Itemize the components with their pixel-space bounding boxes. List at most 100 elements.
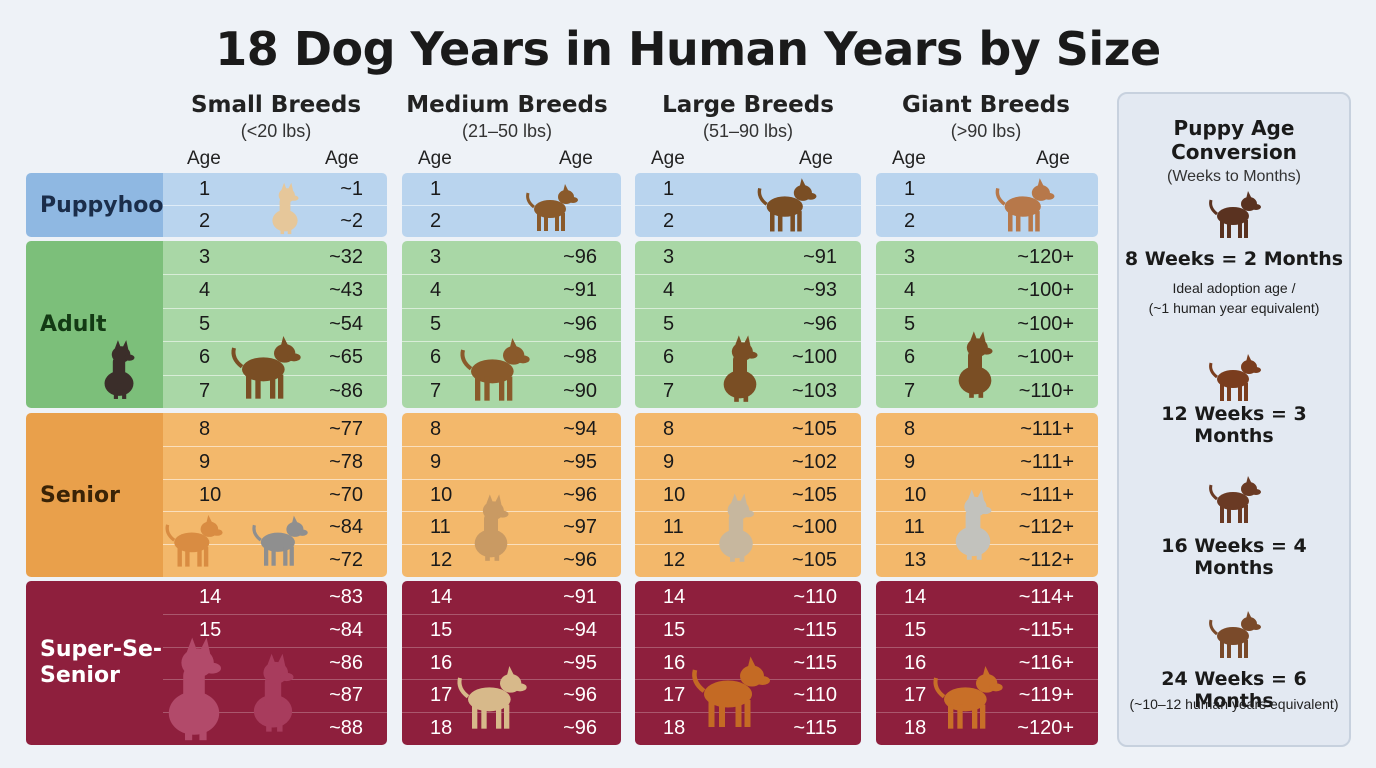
puppy-dog-icon xyxy=(258,180,312,241)
human-age-cell: ~115 xyxy=(793,651,837,674)
human-age-header: Age xyxy=(559,148,593,169)
row-divider xyxy=(635,613,861,615)
dog-age-cell: 12 xyxy=(663,549,686,572)
mastiff-dog-icon xyxy=(990,168,1060,241)
puppy-dog-icon xyxy=(1201,467,1269,532)
human-age-cell: ~90 xyxy=(563,379,597,402)
row-divider xyxy=(876,445,1098,447)
table-row: 15 ~84 xyxy=(163,614,387,647)
human-age-cell: ~95 xyxy=(563,450,597,473)
row-divider xyxy=(876,478,1098,480)
dog-age-cell: 14 xyxy=(904,586,927,608)
page-title: 18 Dog Years in Human Years by Size xyxy=(215,22,1161,76)
row-divider xyxy=(876,274,1098,276)
dog-age-cell: 11 xyxy=(430,516,451,539)
dog-age-cell: 3 xyxy=(199,246,211,268)
table-row: 5 ~96 xyxy=(635,308,861,341)
human-age-cell: ~78 xyxy=(329,450,363,473)
table-row: 2 xyxy=(876,205,1098,237)
row-divider xyxy=(163,511,387,513)
row-divider xyxy=(402,511,621,513)
dog-age-cell: 7 xyxy=(663,379,675,402)
dog-age-cell: 18 xyxy=(904,717,927,740)
dog-age-cell: 14 xyxy=(430,586,453,608)
sidebar-subtitle: (Weeks to Months) xyxy=(1167,168,1301,185)
table-row: 12 ~105 xyxy=(635,544,861,577)
human-age-cell: ~100+ xyxy=(1017,312,1074,335)
dog-age-cell: 18 xyxy=(430,717,453,740)
table-row: 12 ~96 xyxy=(402,544,621,577)
table-row: 18 ~115 xyxy=(635,712,861,745)
human-age-cell: ~100 xyxy=(791,516,837,539)
table-row: 3 ~32 xyxy=(163,241,387,274)
human-age-cell: ~96 xyxy=(563,246,597,268)
dog-age-header: Age xyxy=(892,148,926,169)
group-adult-small: 3 ~32 4 ~43 5 ~54 6 ~65 7 ~86 xyxy=(163,241,387,408)
table-row: 5 ~100+ xyxy=(876,308,1098,341)
human-age-cell: ~100+ xyxy=(1017,279,1074,302)
table-row: 9 ~102 xyxy=(635,446,861,479)
table-row: 17 ~96 xyxy=(402,679,621,712)
human-age-cell: ~96 xyxy=(563,549,597,572)
row-divider xyxy=(635,205,861,206)
table-row: 8 ~94 xyxy=(402,413,621,446)
row-divider xyxy=(402,307,621,309)
human-age-cell: ~111+ xyxy=(1020,418,1074,440)
conversion-note: Ideal adoption age / (~1 human year equi… xyxy=(1148,280,1320,316)
column-header-large: Large Breeds (51–90 lbs) xyxy=(628,92,868,142)
dog-age-cell: 3 xyxy=(904,246,916,268)
table-row: 3 ~120+ xyxy=(876,241,1098,274)
dog-age-cell: 5 xyxy=(904,312,916,335)
column-name: Giant Breeds xyxy=(902,92,1070,118)
dog-age-cell: 15 xyxy=(663,618,686,641)
human-age-cell: ~116+ xyxy=(1018,651,1074,674)
column-weight-range: (21–50 lbs) xyxy=(461,121,553,141)
human-age-header: Age xyxy=(325,148,359,169)
sidebar-title: Puppy Age Conversion xyxy=(1171,116,1297,164)
row-divider xyxy=(402,274,621,276)
human-age-cell: ~105 xyxy=(791,483,837,506)
golden-standing-icon xyxy=(452,648,532,745)
human-age-cell: ~83 xyxy=(329,586,363,608)
puppy-dog-icon xyxy=(1201,182,1269,247)
human-age-cell: ~97 xyxy=(563,516,597,539)
table-row: 7 ~86 xyxy=(163,375,387,408)
human-age-cell: ~84 xyxy=(329,618,363,641)
row-divider xyxy=(876,613,1098,615)
dog-age-cell: 16 xyxy=(663,651,686,674)
dog-age-cell: 2 xyxy=(904,210,916,232)
human-age-cell: ~86 xyxy=(329,651,363,674)
dog-age-cell: 11 xyxy=(904,516,925,539)
table-row: 18 ~96 xyxy=(402,712,621,745)
golden-standing-icon xyxy=(686,636,776,745)
dog-age-cell: 15 xyxy=(199,618,222,641)
table-row: 9 ~111+ xyxy=(876,446,1098,479)
dog-age-cell: 8 xyxy=(199,418,211,440)
column-weight-range: (>90 lbs) xyxy=(950,121,1022,141)
dog-age-cell: 6 xyxy=(430,346,442,369)
group-super-senior-giant: 14 ~114+ 15 ~115+ 16 ~116+ 17 ~119+ 18 ~120+ xyxy=(876,581,1098,745)
table-row: 7 ~103 xyxy=(635,375,861,408)
human-age-cell: ~94 xyxy=(563,418,597,440)
red-dog-sitting-icon xyxy=(232,644,314,745)
row-divider xyxy=(402,712,621,714)
life-stage-label: Puppyhood xyxy=(40,192,180,218)
table-row: 9 ~95 xyxy=(402,446,621,479)
dog-age-cell: 5 xyxy=(430,312,442,335)
dog-age-cell: 13 xyxy=(904,549,927,572)
human-age-header: Age xyxy=(799,148,833,169)
human-age-cell: ~105 xyxy=(791,418,837,440)
table-row: 1 xyxy=(635,173,861,205)
table-row: 10 ~111+ xyxy=(876,479,1098,512)
life-stage-label: Senior xyxy=(40,482,120,508)
dog-age-cell: 1 xyxy=(663,178,675,200)
shepherd-dog-icon xyxy=(226,324,306,409)
table-row: 3 ~91 xyxy=(635,241,861,274)
beagle-puppy-icon xyxy=(88,335,150,408)
row-divider xyxy=(163,646,387,648)
table-row: 3 ~96 xyxy=(402,241,621,274)
table-row: 14 ~110 xyxy=(635,581,861,614)
human-age-cell: ~88 xyxy=(329,717,363,740)
row-divider xyxy=(163,613,387,615)
